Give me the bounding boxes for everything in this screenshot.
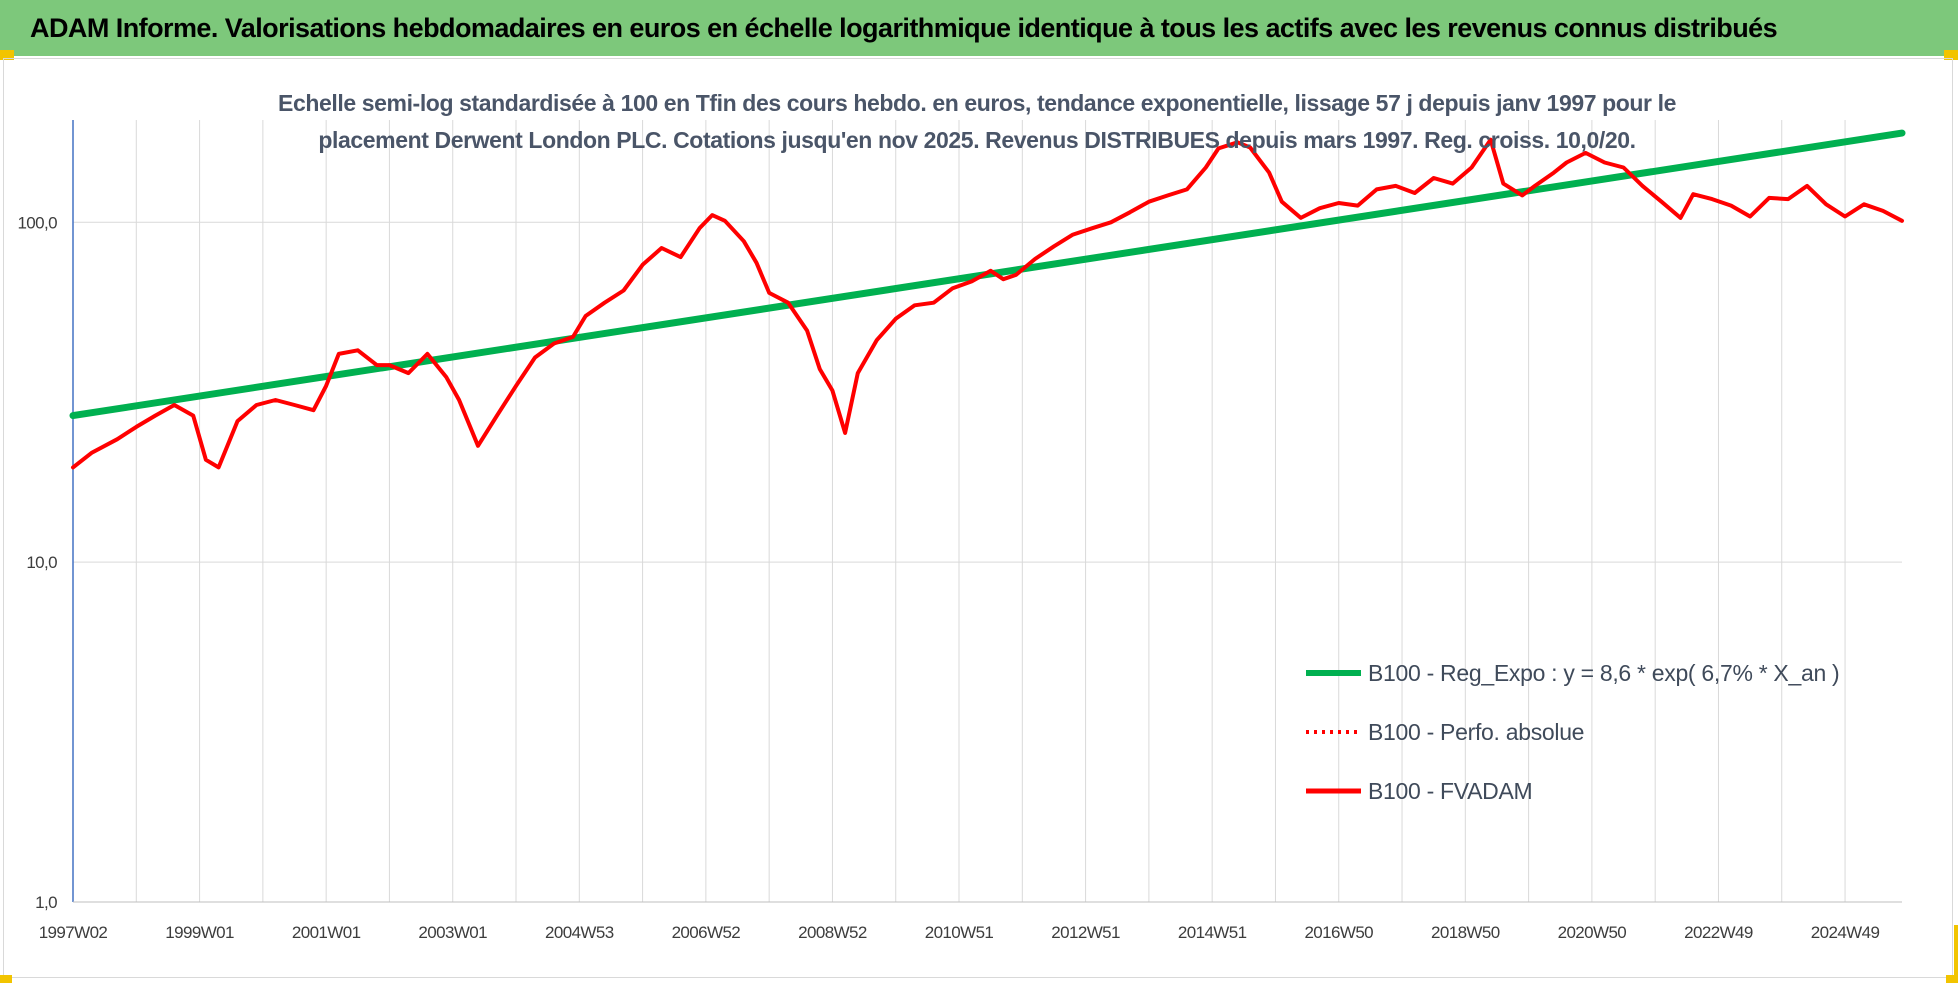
- y-tick-label: 1,0: [35, 893, 57, 912]
- corner-mark-right: [1944, 50, 1958, 60]
- x-tick-label: 2016W50: [1304, 923, 1373, 942]
- legend: B100 - Reg_Expo : y = 8,6 * exp( 6,7% * …: [1306, 660, 1840, 804]
- x-tick-label: 1999W01: [165, 923, 234, 942]
- edge-mark-bottom-right: [1946, 975, 1958, 983]
- y-tick-label: 100,0: [17, 213, 57, 232]
- axes: [72, 120, 1902, 903]
- plot-series: [69, 129, 1906, 470]
- edge-mark-right: [1954, 925, 1958, 980]
- x-tick-label: 2024W49: [1811, 923, 1880, 942]
- x-tick-label: 2006W52: [672, 923, 741, 942]
- x-tick-label: 2012W51: [1051, 923, 1120, 942]
- x-tick-labels: 1997W02 1999W01 2001W01 2003W01 2004W53 2006W…: [39, 923, 1880, 942]
- report-title: ADAM Informe. Valorisations hebdomadaire…: [30, 12, 1778, 43]
- x-tick-label: 2022W49: [1684, 923, 1753, 942]
- edge-mark-bottom-left: [0, 975, 12, 983]
- chart-title-line-2: placement Derwent London PLC. Cotations …: [318, 127, 1635, 153]
- vertical-gridlines: [72, 120, 1846, 902]
- legend-label: B100 - Reg_Expo : y = 8,6 * exp( 6,7% * …: [1368, 660, 1839, 686]
- chart-frame: [3, 58, 1953, 978]
- horizontal-gridlines: [73, 221, 1902, 903]
- x-tick-label: 2018W50: [1431, 923, 1500, 942]
- x-tick-label: 2004W53: [545, 923, 614, 942]
- x-tick-label: 2003W01: [418, 923, 487, 942]
- price-series-line: [71, 137, 1904, 470]
- chart-title-block: Echelle semi-log standardisée à 100 en T…: [278, 90, 1676, 153]
- x-tick-label: 2008W52: [798, 923, 867, 942]
- y-tick-label: 10,0: [26, 553, 57, 572]
- x-tick-label: 2010W51: [925, 923, 994, 942]
- x-tick-label: 2020W50: [1558, 923, 1627, 942]
- x-tick-label: 1997W02: [39, 923, 108, 942]
- chart-title-line-1: Echelle semi-log standardisée à 100 en T…: [278, 90, 1676, 116]
- x-tick-label: 2001W01: [292, 923, 361, 942]
- report-banner: ADAM Informe. Valorisations hebdomadaire…: [0, 0, 1958, 56]
- legend-label: B100 - Perfo. absolue: [1368, 719, 1584, 745]
- legend-label: B100 - FVADAM: [1368, 778, 1532, 804]
- corner-mark-left: [0, 50, 14, 60]
- y-tick-labels: 1,0 10,0 100,0: [17, 213, 57, 912]
- x-tick-label: 2014W51: [1178, 923, 1247, 942]
